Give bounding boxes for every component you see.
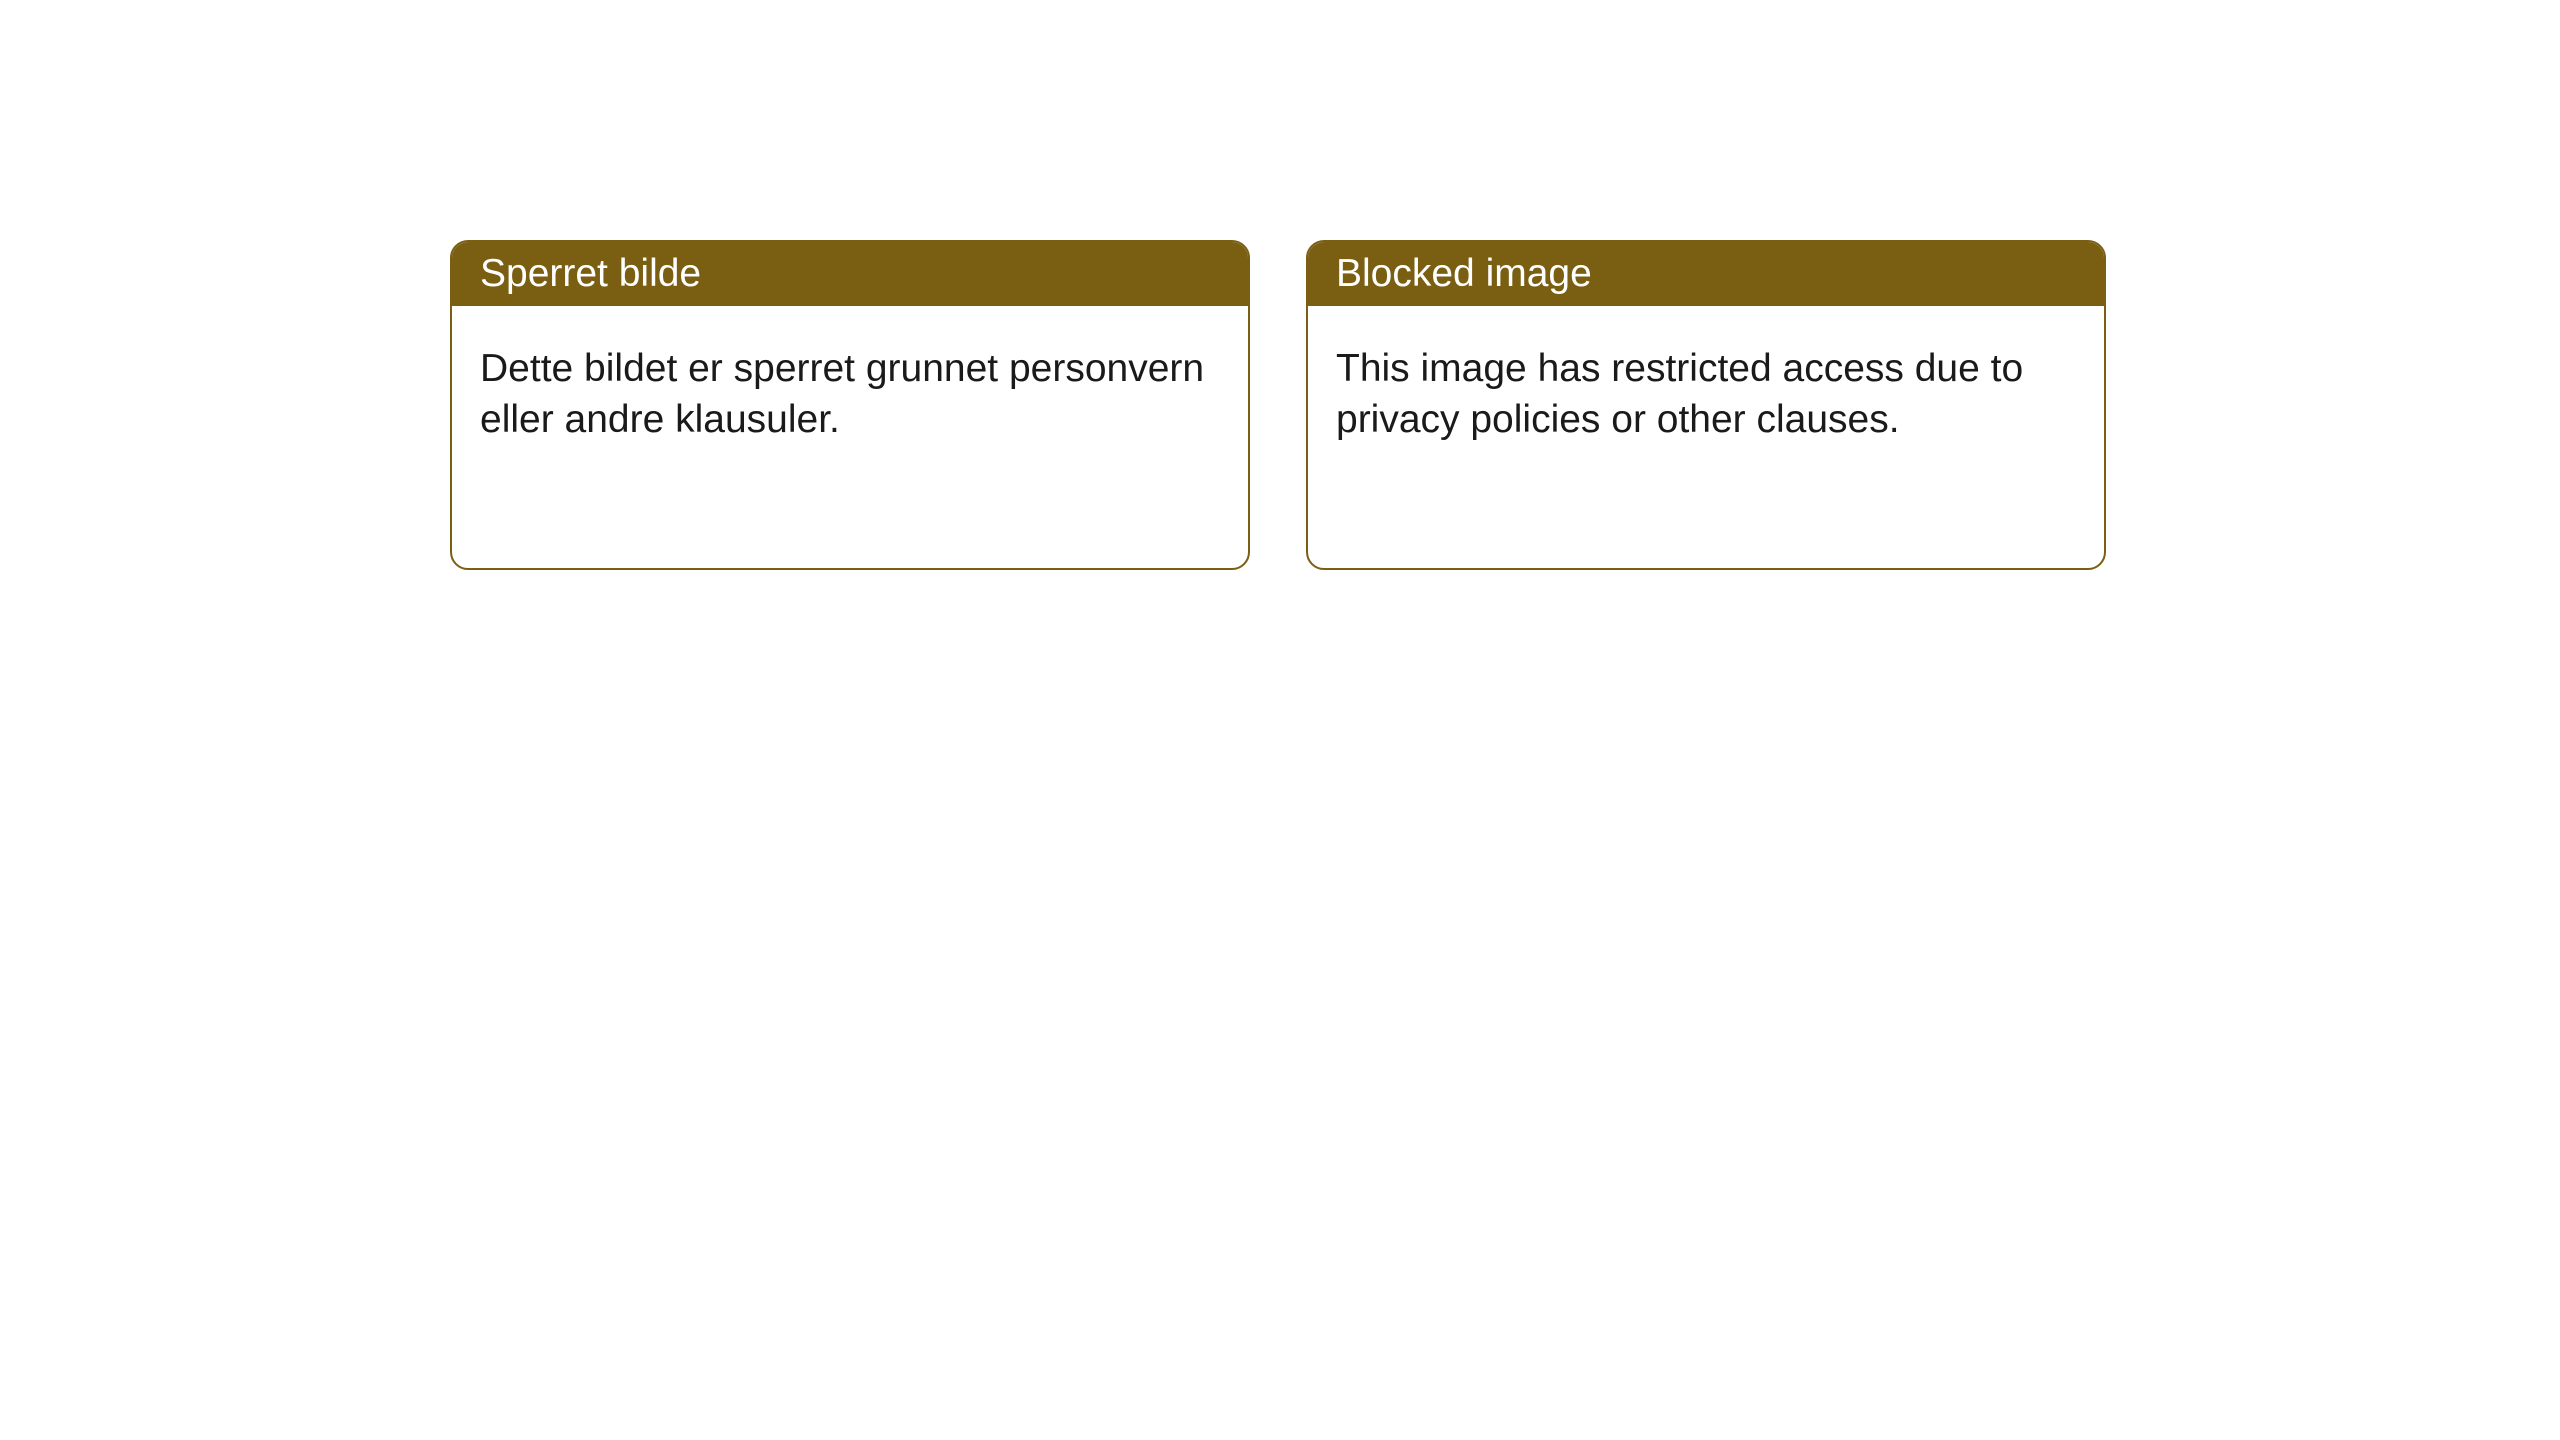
notice-body: Dette bildet er sperret grunnet personve… [452, 306, 1248, 483]
notice-body: This image has restricted access due to … [1308, 306, 2104, 483]
notice-header: Blocked image [1308, 242, 2104, 306]
notice-header: Sperret bilde [452, 242, 1248, 306]
notice-card-norwegian: Sperret bilde Dette bildet er sperret gr… [450, 240, 1250, 570]
notice-container: Sperret bilde Dette bildet er sperret gr… [0, 0, 2560, 570]
notice-card-english: Blocked image This image has restricted … [1306, 240, 2106, 570]
